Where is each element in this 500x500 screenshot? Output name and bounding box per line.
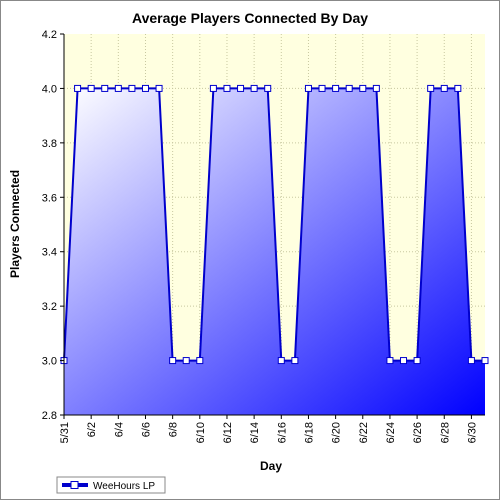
data-point (277, 357, 285, 365)
y-tick-label: 2.8 (42, 410, 57, 422)
data-point (155, 84, 163, 92)
data-point (87, 84, 95, 92)
x-tick-label: 6/6 (140, 422, 152, 437)
legend-label: WeeHours LP (93, 481, 155, 492)
data-point (413, 357, 421, 365)
data-point (223, 84, 231, 92)
x-tick-label: 6/14 (249, 422, 261, 443)
data-point (101, 84, 109, 92)
x-tick-label: 6/12 (222, 422, 234, 443)
x-axis-label: Day (260, 459, 282, 473)
data-point (345, 84, 353, 92)
data-point (454, 84, 462, 92)
axes: 2.8 3.0 3.2 3.4 3.6 3.8 4.0 4.2 5/31 6/2 6/4 6/6 6/8… (42, 29, 485, 443)
data-point (128, 84, 136, 92)
y-tick-label: 3.8 (42, 138, 57, 150)
y-tick-label: 3.0 (42, 356, 57, 368)
data-markers (60, 84, 489, 365)
data-point (440, 84, 448, 92)
data-point (169, 357, 177, 365)
data-point (74, 84, 82, 92)
x-tick-label: 6/16 (276, 422, 288, 443)
data-point (182, 357, 190, 365)
data-point (400, 357, 408, 365)
data-point (196, 357, 204, 365)
x-tick-label: 6/26 (412, 422, 424, 443)
x-tick-label: 6/30 (466, 422, 478, 443)
data-point (291, 357, 299, 365)
x-tick-label: 6/10 (195, 422, 207, 443)
data-point (264, 84, 272, 92)
data-point (209, 84, 217, 92)
data-point (427, 84, 435, 92)
y-tick-label: 3.6 (42, 192, 57, 204)
x-tick-label: 5/31 (59, 422, 71, 443)
data-point (141, 84, 149, 92)
data-point (359, 84, 367, 92)
data-point (481, 357, 489, 365)
data-point (304, 84, 312, 92)
data-point (114, 84, 122, 92)
y-tick-label: 3.2 (42, 301, 57, 313)
data-point (318, 84, 326, 92)
data-point (332, 84, 340, 92)
data-point (467, 357, 475, 365)
x-tick-label: 6/22 (358, 422, 370, 443)
x-tick-label: 6/4 (113, 422, 125, 437)
y-tick-label: 4.0 (42, 83, 57, 95)
legend-box (56, 476, 166, 494)
y-tick-label: 3.4 (42, 247, 57, 259)
data-point (250, 84, 258, 92)
data-point (386, 357, 394, 365)
x-tick-label: 6/18 (303, 422, 315, 443)
data-point (237, 84, 245, 92)
legend: WeeHours LP (56, 476, 166, 494)
x-tick-label: 6/2 (86, 422, 98, 437)
legend-swatch-marker (70, 481, 79, 489)
chart-title: Average Players Connected By Day (132, 10, 368, 26)
x-tick-label: 6/28 (439, 422, 451, 443)
data-point (372, 84, 380, 92)
x-tick-label: 6/24 (385, 422, 397, 443)
y-axis-label: Players Connected (8, 170, 22, 278)
x-tick-label: 6/20 (331, 422, 343, 443)
y-tick-label: 4.2 (42, 29, 57, 41)
x-tick-label: 6/8 (168, 422, 180, 437)
